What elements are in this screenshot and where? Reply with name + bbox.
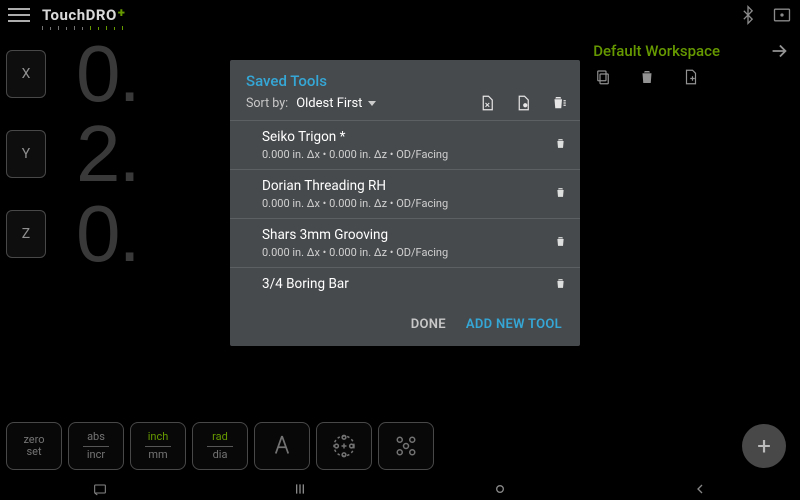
file-reset-icon[interactable]: [478, 94, 496, 112]
dialog-header: Sort by: Oldest First: [230, 94, 580, 120]
sort-dropdown[interactable]: Oldest First: [296, 96, 376, 111]
tool-row[interactable]: Shars 3mm Grooving 0.000 in. Δx • 0.000 …: [230, 218, 580, 267]
tool-name: 3/4 Boring Bar: [262, 276, 553, 292]
trash-icon: [553, 136, 568, 151]
tool-row[interactable]: Seiko Trigon * 0.000 in. Δx • 0.000 in. …: [230, 120, 580, 169]
dialog-title: Saved Tools: [230, 60, 580, 94]
tool-delete-button[interactable]: [553, 136, 568, 155]
file-edit-icon[interactable]: [514, 94, 532, 112]
tool-delete-button[interactable]: [553, 276, 568, 295]
tool-name: Shars 3mm Grooving: [262, 227, 553, 243]
done-button[interactable]: DONE: [411, 317, 446, 332]
tool-row[interactable]: Dorian Threading RH 0.000 in. Δx • 0.000…: [230, 169, 580, 218]
sort-label: Sort by:: [246, 96, 288, 111]
tool-delete-button[interactable]: [553, 185, 568, 204]
tool-row[interactable]: 3/4 Boring Bar: [230, 267, 580, 303]
tool-delete-button[interactable]: [553, 234, 568, 253]
tool-name: Dorian Threading RH: [262, 178, 553, 194]
tool-subtitle: 0.000 in. Δx • 0.000 in. Δz • OD/Facing: [262, 148, 553, 161]
chevron-down-icon: [368, 101, 376, 106]
delete-all-icon[interactable]: [550, 94, 568, 112]
dialog-actions: DONE ADD NEW TOOL: [230, 303, 580, 346]
tool-subtitle: 0.000 in. Δx • 0.000 in. Δz • OD/Facing: [262, 197, 553, 210]
tool-subtitle: 0.000 in. Δx • 0.000 in. Δz • OD/Facing: [262, 246, 553, 259]
tool-name: Seiko Trigon *: [262, 129, 553, 145]
trash-icon: [553, 276, 568, 291]
trash-icon: [553, 185, 568, 200]
saved-tools-dialog: Saved Tools Sort by: Oldest First Seiko …: [230, 60, 580, 346]
add-new-tool-button[interactable]: ADD NEW TOOL: [466, 317, 562, 332]
tool-list: Seiko Trigon * 0.000 in. Δx • 0.000 in. …: [230, 120, 580, 303]
trash-icon: [553, 234, 568, 249]
